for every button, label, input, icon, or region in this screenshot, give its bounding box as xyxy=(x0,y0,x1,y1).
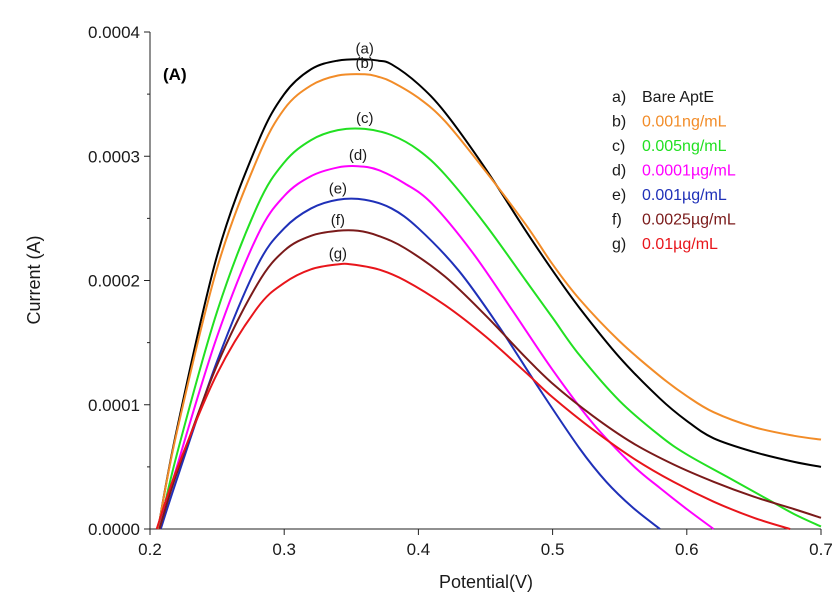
curve-label-f: (f) xyxy=(331,212,345,229)
legend-letter-a: a) xyxy=(612,89,626,106)
curve-labels-layer: (a)(b) (c) (d)(e) (f) (g) xyxy=(329,40,374,262)
legend-entry-e: 0.001µg/mL xyxy=(642,187,727,204)
y-tick-label: 0.0000 xyxy=(88,520,140,539)
legend-letter-c: c) xyxy=(612,138,625,155)
legend-entry-f: 0.0025µg/mL xyxy=(642,212,736,229)
series-line-f xyxy=(158,229,822,530)
legend-entry-a: Bare AptE xyxy=(642,89,714,106)
legend-letter-g: g) xyxy=(612,236,626,253)
y-tick-label: 0.0004 xyxy=(88,23,140,42)
y-tick-label: 0.0002 xyxy=(88,272,140,291)
axes-layer: 0.2 0.3 0.4 0.5 0.6 0.7 0.0000 0.0001 0.0002 0.00… xyxy=(88,23,833,559)
legend-letter-e: e) xyxy=(612,187,626,204)
curve-label-b: (b) xyxy=(356,55,374,72)
series-line-c xyxy=(158,127,822,530)
y-tick-label: 0.0001 xyxy=(88,396,140,415)
legend-letter-d: d) xyxy=(612,163,626,180)
curve-label-c: (c) xyxy=(356,110,374,127)
series-line-a xyxy=(157,58,822,530)
curve-label-e: (e) xyxy=(329,181,347,198)
panel-label: (A) xyxy=(163,65,187,84)
series-line-d xyxy=(158,164,715,530)
legend-entry-c: 0.005ng/mL xyxy=(642,138,727,155)
x-tick-label: 0.7 xyxy=(809,540,833,559)
series-line-e xyxy=(159,197,661,530)
x-axis-title: Potential(V) xyxy=(439,572,533,592)
legend-letter-b: b) xyxy=(612,114,626,131)
y-tick-label: 0.0003 xyxy=(88,147,140,166)
legend-letter-f: f) xyxy=(612,212,622,229)
x-tick-label: 0.4 xyxy=(407,540,431,559)
curve-label-g: (g) xyxy=(329,245,347,262)
series-line-g xyxy=(155,262,791,530)
curve-label-a: (a) xyxy=(356,40,374,57)
series-line-b xyxy=(157,73,822,530)
x-tick-label: 0.2 xyxy=(138,540,162,559)
legend-entry-g: 0.01µg/mL xyxy=(642,236,718,253)
y-axis-title: Current (A) xyxy=(24,235,44,324)
curve-label-d: (d) xyxy=(349,147,367,164)
x-tick-label: 0.3 xyxy=(272,540,296,559)
legend: a) Bare AptE b) 0.001ng/mL c) 0.005ng/mL d) 0.0… xyxy=(612,89,736,253)
legend-entry-d: 0.0001µg/mL xyxy=(642,163,736,180)
x-tick-label: 0.5 xyxy=(541,540,565,559)
legend-entry-b: 0.001ng/mL xyxy=(642,114,727,131)
x-tick-label: 0.6 xyxy=(675,540,699,559)
series-layer xyxy=(155,58,822,530)
